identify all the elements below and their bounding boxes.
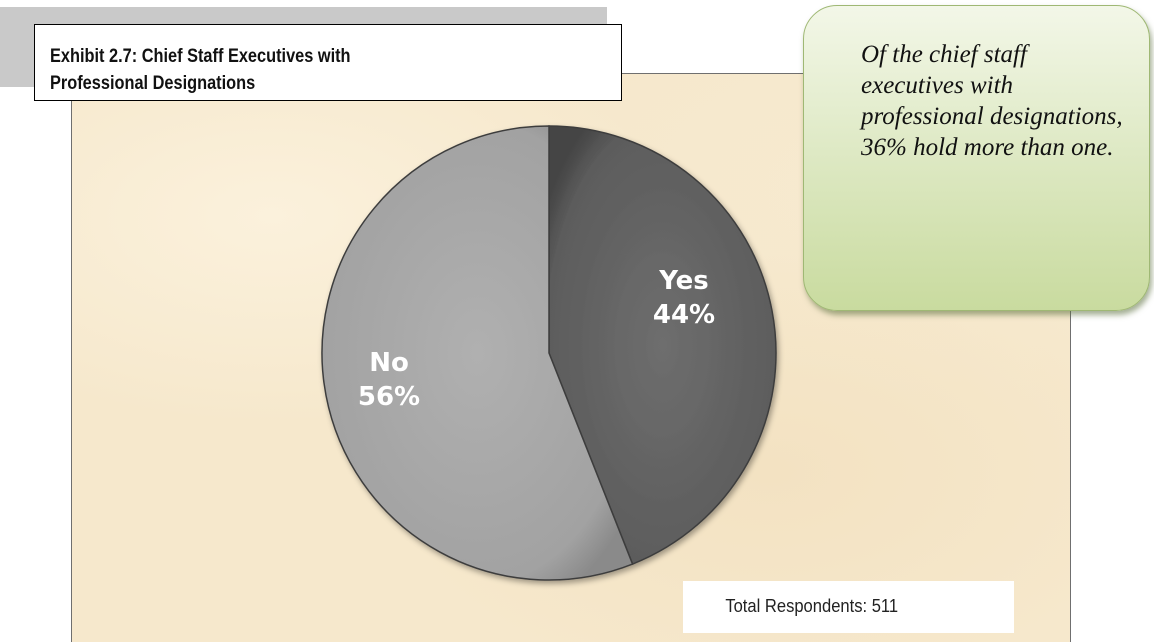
total-respondents-label: Total Respondents: 511 [725,596,899,616]
chart-title-line1: Exhibit 2.7: Chief Staff Executives with [50,46,351,67]
callout-text: Of the chief staff executives with profe… [861,41,1123,161]
respondents-box: Total Respondents: 511 [683,581,1014,633]
slice-category-label-yes: Yes [658,266,709,296]
callout-note: Of the chief staff executives with profe… [803,5,1150,311]
slice-value-label-yes: 44% [653,300,715,330]
pie-slice-yes [548,125,777,566]
slice-value-label-no: 56% [358,382,420,412]
slice-category-label-no: No [369,348,409,378]
pie-slice-no [321,125,634,581]
chart-title-line2: Professional Designations [50,73,256,94]
chart-title-box: Exhibit 2.7: Chief Staff Executives with… [34,24,622,101]
